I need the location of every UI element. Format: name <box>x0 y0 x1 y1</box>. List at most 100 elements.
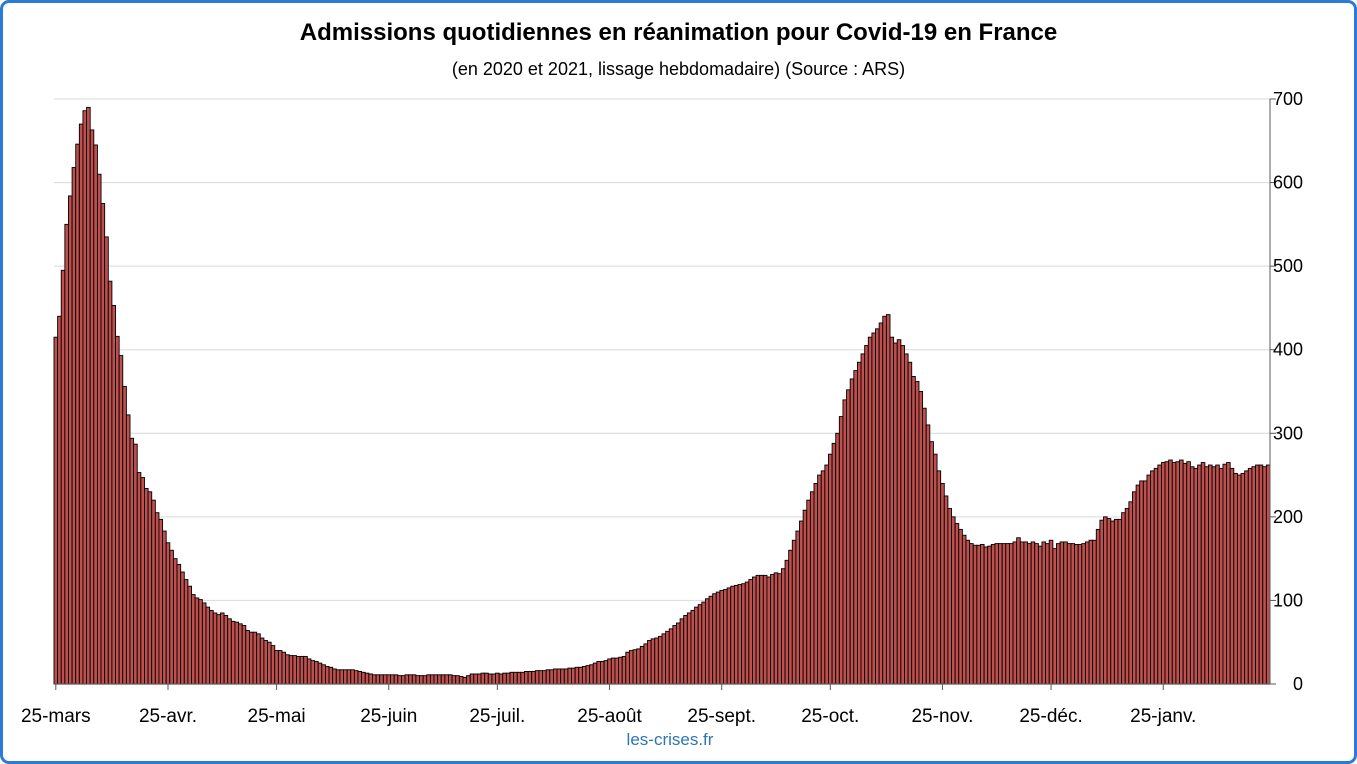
bar <box>256 633 261 685</box>
bar <box>411 674 417 685</box>
bar <box>802 509 808 685</box>
y-tick-label: 100 <box>1273 590 1303 610</box>
bar <box>777 573 782 685</box>
bar <box>1128 501 1133 685</box>
bar <box>1244 470 1249 685</box>
bar <box>473 673 478 685</box>
bar <box>885 314 891 685</box>
bar <box>238 623 243 685</box>
bar <box>353 670 359 685</box>
x-tick-label: 25-mars <box>21 706 91 727</box>
bar <box>581 666 587 685</box>
bar <box>896 339 902 685</box>
bar <box>556 668 562 685</box>
bar <box>824 464 829 685</box>
bar <box>437 674 442 685</box>
bar <box>1084 541 1090 685</box>
bar <box>361 671 366 685</box>
x-tick-label: 25-juin <box>360 706 417 727</box>
bar <box>227 618 232 685</box>
bar <box>448 674 453 685</box>
bar <box>524 671 529 685</box>
bar <box>726 587 732 685</box>
bar <box>1124 508 1130 685</box>
bar <box>657 635 663 685</box>
bar <box>708 595 714 685</box>
bar <box>614 657 620 685</box>
bar <box>408 674 413 685</box>
bar <box>780 568 786 685</box>
bar <box>281 651 287 685</box>
bar <box>871 332 876 685</box>
bar <box>498 673 504 685</box>
bar <box>1208 464 1213 685</box>
bar <box>1168 459 1173 685</box>
bar <box>806 499 811 685</box>
bar <box>860 353 866 685</box>
bar <box>368 673 373 685</box>
bar <box>972 544 978 685</box>
source-watermark: les-crises.fr <box>626 730 714 749</box>
bar <box>241 625 247 685</box>
bar <box>1048 539 1054 685</box>
bar <box>321 664 326 685</box>
bar <box>1008 543 1014 685</box>
bar <box>853 370 858 685</box>
bar <box>889 336 895 685</box>
bar <box>737 584 743 685</box>
bar <box>527 671 533 685</box>
bar <box>936 470 942 685</box>
bar <box>817 474 822 685</box>
bar <box>183 579 189 685</box>
bar <box>1041 541 1047 685</box>
bar <box>115 335 120 685</box>
bar <box>263 640 268 685</box>
bar <box>1200 462 1206 685</box>
bar <box>259 637 265 685</box>
tick-labels: 0 100 200 300 400 500 600 700 25-mars 25-avr. 25-m… <box>21 89 1303 727</box>
bar <box>990 543 996 685</box>
bar <box>1077 543 1083 685</box>
bar <box>317 662 323 685</box>
bar <box>534 670 540 685</box>
bar <box>867 336 873 685</box>
bar <box>893 342 898 685</box>
bar <box>1088 539 1094 685</box>
bar <box>1251 466 1256 685</box>
bar <box>766 576 772 685</box>
bar <box>379 674 384 685</box>
bar <box>299 655 305 685</box>
chart-title: Admissions quotidiennes en réanimation p… <box>299 19 1058 46</box>
bar <box>140 477 145 685</box>
bar <box>567 667 572 685</box>
bar <box>723 589 728 685</box>
bar <box>900 345 905 685</box>
bar <box>940 482 945 685</box>
bar <box>1016 537 1021 685</box>
bar <box>849 378 855 685</box>
bar <box>914 381 920 685</box>
bar <box>350 669 355 685</box>
bar <box>701 601 706 685</box>
bar <box>234 621 240 685</box>
bar <box>495 672 500 685</box>
bar <box>1074 543 1079 685</box>
bar <box>129 437 135 685</box>
bar <box>552 668 558 685</box>
bar <box>451 675 457 685</box>
bar <box>1186 461 1191 685</box>
bar <box>1164 461 1170 685</box>
y-tick-label: 600 <box>1273 173 1303 193</box>
bar <box>954 523 960 685</box>
bar <box>328 666 334 685</box>
bar <box>531 671 536 685</box>
bar <box>1135 484 1141 685</box>
bar <box>922 407 927 685</box>
bar <box>752 576 757 685</box>
bar <box>172 558 178 685</box>
bar <box>426 674 431 685</box>
bar <box>96 173 102 685</box>
bar <box>357 671 363 685</box>
bar <box>733 584 739 685</box>
bar <box>151 499 156 685</box>
